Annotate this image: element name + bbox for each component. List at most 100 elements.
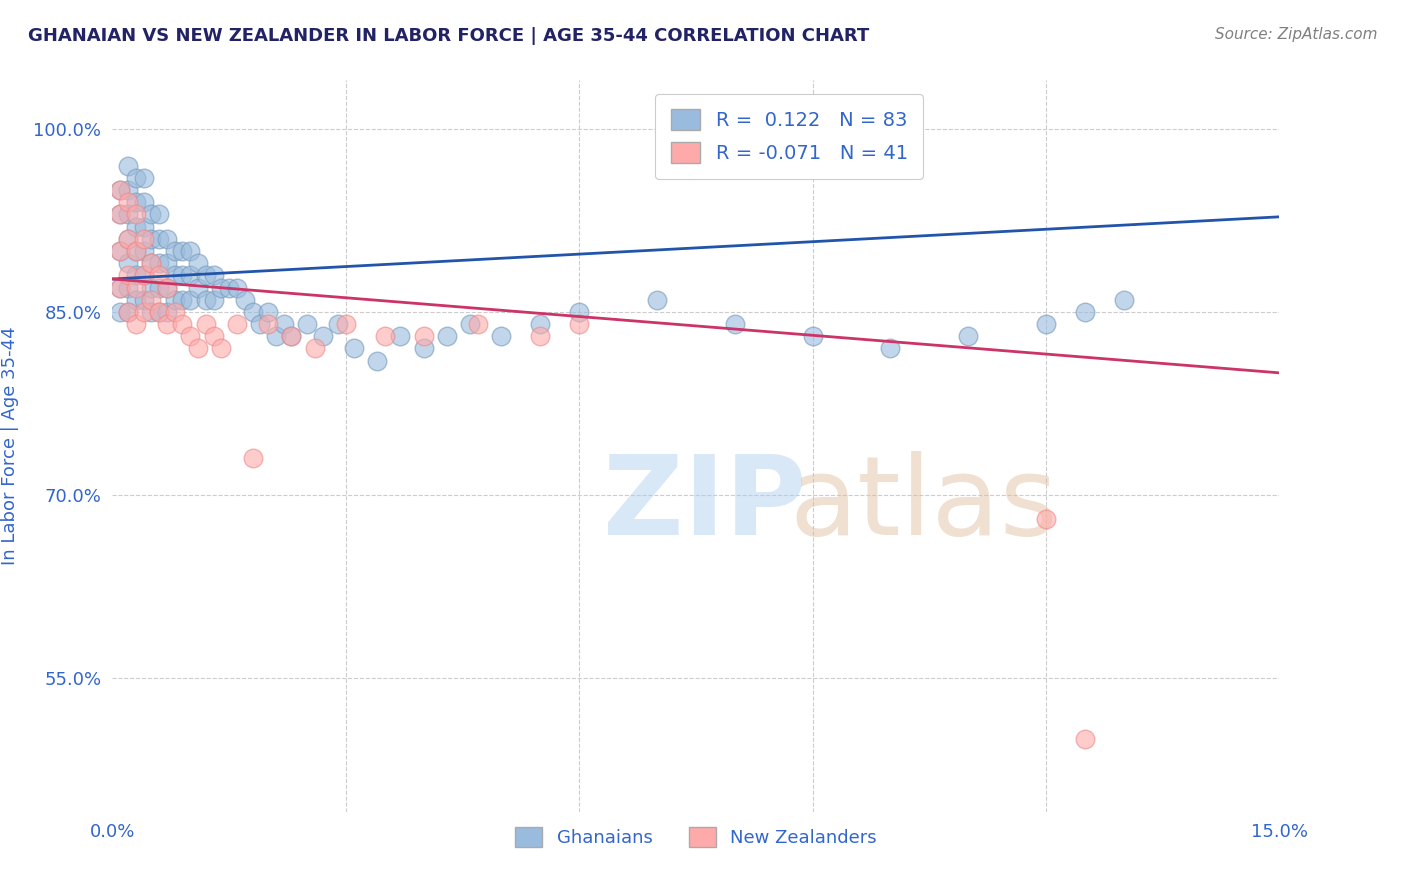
Point	[1035, 512, 1057, 526]
Point	[436, 329, 458, 343]
Point	[194, 293, 217, 307]
Point	[117, 256, 139, 270]
Point	[132, 244, 155, 258]
Point	[366, 353, 388, 368]
Point	[304, 342, 326, 356]
Point	[311, 329, 333, 343]
Point	[724, 317, 747, 331]
Point	[156, 280, 179, 294]
Point	[110, 207, 132, 221]
Point	[249, 317, 271, 331]
Point	[491, 329, 513, 343]
Text: Source: ZipAtlas.com: Source: ZipAtlas.com	[1215, 27, 1378, 42]
Point	[389, 329, 412, 343]
Point	[141, 305, 163, 319]
Point	[1035, 317, 1057, 331]
Point	[110, 183, 132, 197]
Point	[280, 329, 302, 343]
Point	[957, 329, 980, 343]
Point	[132, 232, 155, 246]
Text: atlas: atlas	[789, 451, 1057, 558]
Text: GHANAIAN VS NEW ZEALANDER IN LABOR FORCE | AGE 35-44 CORRELATION CHART: GHANAIAN VS NEW ZEALANDER IN LABOR FORCE…	[28, 27, 869, 45]
Point	[343, 342, 366, 356]
Point	[194, 317, 217, 331]
Point	[125, 195, 148, 210]
Point	[467, 317, 489, 331]
Point	[125, 293, 148, 307]
Point	[242, 451, 264, 466]
Point	[148, 305, 170, 319]
Point	[117, 183, 139, 197]
Point	[187, 280, 209, 294]
Text: ZIP: ZIP	[603, 451, 806, 558]
Point	[163, 293, 186, 307]
Point	[148, 280, 170, 294]
Point	[117, 305, 139, 319]
Point	[187, 256, 209, 270]
Point	[1074, 305, 1097, 319]
Point	[117, 232, 139, 246]
Point	[179, 293, 201, 307]
Point	[110, 305, 132, 319]
Point	[125, 317, 148, 331]
Point	[218, 280, 240, 294]
Point	[226, 317, 249, 331]
Point	[117, 305, 139, 319]
Point	[148, 256, 170, 270]
Point	[187, 342, 209, 356]
Point	[125, 280, 148, 294]
Point	[179, 244, 201, 258]
Point	[132, 268, 155, 283]
Point	[645, 293, 668, 307]
Point	[110, 280, 132, 294]
Point	[233, 293, 256, 307]
Point	[110, 244, 132, 258]
Point	[257, 317, 280, 331]
Point	[226, 280, 249, 294]
Point	[141, 207, 163, 221]
Point	[179, 329, 201, 343]
Point	[117, 280, 139, 294]
Point	[202, 329, 225, 343]
Point	[568, 305, 591, 319]
Point	[529, 317, 551, 331]
Point	[141, 256, 163, 270]
Point	[110, 207, 132, 221]
Point	[132, 219, 155, 234]
Point	[295, 317, 318, 331]
Point	[125, 207, 148, 221]
Point	[125, 244, 148, 258]
Point	[141, 232, 163, 246]
Point	[110, 244, 132, 258]
Point	[202, 268, 225, 283]
Point	[460, 317, 482, 331]
Point	[335, 317, 357, 331]
Point	[879, 342, 901, 356]
Point	[280, 329, 302, 343]
Point	[156, 232, 179, 246]
Point	[156, 280, 179, 294]
Point	[1112, 293, 1135, 307]
Point	[110, 280, 132, 294]
Point	[209, 280, 232, 294]
Point	[132, 170, 155, 185]
Point	[172, 293, 194, 307]
Point	[257, 305, 280, 319]
Point	[132, 293, 155, 307]
Point	[117, 159, 139, 173]
Point	[117, 195, 139, 210]
Point	[156, 305, 179, 319]
Point	[273, 317, 295, 331]
Point	[194, 268, 217, 283]
Point	[1074, 731, 1097, 746]
Legend: Ghanaians, New Zealanders: Ghanaians, New Zealanders	[501, 813, 891, 861]
Y-axis label: In Labor Force | Age 35-44: In Labor Force | Age 35-44	[1, 326, 20, 566]
Point	[132, 268, 155, 283]
Point	[374, 329, 396, 343]
Point	[148, 232, 170, 246]
Point	[163, 305, 186, 319]
Point	[172, 244, 194, 258]
Point	[172, 317, 194, 331]
Point	[172, 268, 194, 283]
Point	[132, 195, 155, 210]
